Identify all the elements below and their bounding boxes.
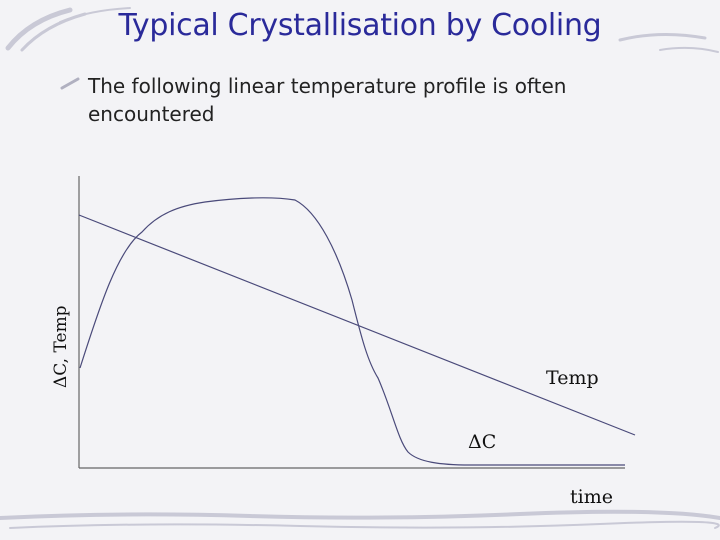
y-axis-label: ΔC, Temp [51,305,71,388]
supersaturation-label: ΔC [468,431,496,453]
supersaturation-curve [79,197,625,466]
x-axis-label: time [570,486,613,508]
slide-title: Typical Crystallisation by Cooling [118,8,602,43]
bullet-text: The following linear temperature profile… [88,74,567,126]
bullet-brush-icon [60,77,80,90]
temperature-line [78,214,636,436]
temp-curve-label: Temp [546,367,599,389]
